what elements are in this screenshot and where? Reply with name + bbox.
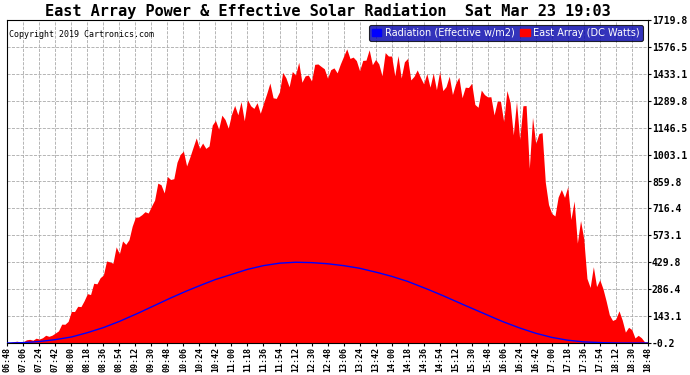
Legend: Radiation (Effective w/m2), East Array (DC Watts): Radiation (Effective w/m2), East Array (… [368,25,643,40]
Text: Copyright 2019 Cartronics.com: Copyright 2019 Cartronics.com [8,30,154,39]
Title: East Array Power & Effective Solar Radiation  Sat Mar 23 19:03: East Array Power & Effective Solar Radia… [45,3,611,19]
